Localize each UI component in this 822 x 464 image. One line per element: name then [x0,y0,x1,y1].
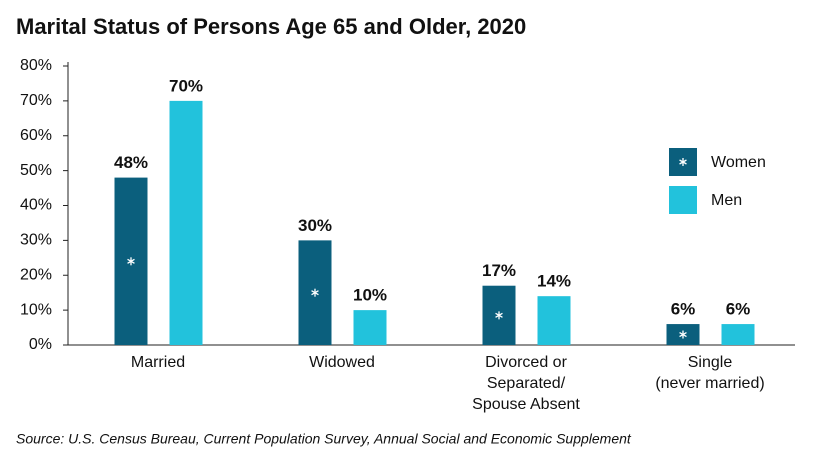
data-label: 10% [353,286,387,305]
data-label: 70% [169,76,203,95]
y-tick-label: 50% [20,162,52,179]
pattern [495,312,503,318]
x-tick-label: Widowed [309,354,375,371]
source: Source: U.S. Census Bureau, Current Popu… [16,431,632,447]
pattern [679,331,687,338]
data-label: 6% [726,300,751,319]
legend-label: Women [711,154,766,171]
data-label: 14% [537,272,571,291]
y-tick-label: 30% [20,232,52,249]
legend-label: Men [711,192,742,209]
pattern [311,290,319,296]
bar [353,310,387,345]
y-tick-label: 70% [20,92,52,109]
y-tick-label: 0% [29,336,52,353]
data-label: 6% [671,300,696,319]
chart-title: Marital Status of Persons Age 65 and Old… [16,14,526,39]
y-tick-label: 20% [20,266,52,283]
y-tick-label: 60% [20,127,52,144]
bar [537,296,571,345]
x-tick-label: Married [130,354,186,371]
y-tick-label: 40% [20,197,52,214]
bar [169,100,203,345]
y-tick-label: 80% [20,57,52,74]
data-label: 17% [482,261,516,280]
data-label: 30% [298,216,332,235]
x-tick-label: Divorced or Separated/ Spouse Absent [472,354,580,413]
x-tick-label: Single (never married) [655,354,765,392]
y-tick-label: 10% [20,301,52,318]
bar [721,324,755,345]
data-label: 48% [114,153,148,172]
pattern [127,258,135,264]
pattern [679,159,687,165]
legend-swatch [669,186,697,214]
